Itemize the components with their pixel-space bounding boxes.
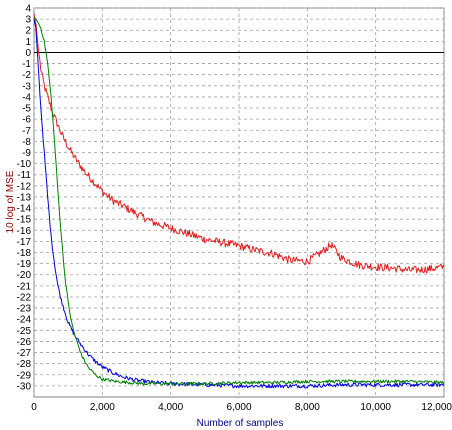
x-tick-label: 8,000 — [295, 402, 320, 413]
y-tick-label: -9 — [22, 148, 31, 159]
y-tick-label: -2 — [22, 70, 31, 81]
y-tick-label: -3 — [22, 81, 31, 92]
x-tick-label: 12,000 — [421, 402, 452, 413]
series-line-1 — [33, 13, 445, 274]
y-tick-label: -22 — [17, 292, 32, 303]
series-line-2 — [33, 19, 445, 389]
y-tick-label: -11 — [17, 170, 31, 181]
y-tick-label: -6 — [22, 115, 31, 126]
grid — [33, 7, 445, 397]
y-tick-label: 1 — [25, 37, 31, 48]
x-tick-label: 10,000 — [360, 402, 391, 413]
y-tick-label: 4 — [25, 4, 31, 15]
y-tick-label: -18 — [17, 248, 32, 259]
x-tick-label: 6,000 — [226, 402, 251, 413]
y-tick-labels: 43210-1-2-3-4-5-6-7-8-9-10-11-12-13-14-1… — [17, 4, 32, 393]
y-tick-label: 3 — [25, 15, 31, 26]
series-layer — [33, 13, 445, 389]
y-tick-label: -7 — [22, 126, 31, 137]
y-tick-label: -13 — [17, 192, 32, 203]
y-tick-label: -8 — [22, 137, 31, 148]
y-tick-label: -21 — [17, 281, 32, 292]
y-tick-label: -20 — [17, 270, 32, 281]
y-tick-label: -23 — [17, 304, 32, 315]
x-tick-label: 2,000 — [90, 402, 115, 413]
series-line-3 — [33, 16, 445, 386]
x-axis-title: Number of samples — [197, 418, 284, 429]
y-tick-label: 0 — [25, 48, 31, 59]
y-tick-label: -30 — [17, 381, 32, 392]
y-tick-label: -1 — [22, 59, 31, 70]
y-tick-label: -26 — [17, 337, 32, 348]
y-tick-label: -17 — [17, 237, 32, 248]
x-tick-label: 0 — [31, 402, 37, 413]
y-axis-title: 10 log of MSE — [5, 170, 16, 233]
x-tick-labels: 0 2,000 4,000 6,000 8,000 10,000 12,000 — [31, 402, 452, 413]
x-tick-label: 4,000 — [158, 402, 183, 413]
y-tick-label: -10 — [17, 159, 32, 170]
y-tick-label: -15 — [17, 215, 32, 226]
y-tick-label: -28 — [17, 359, 32, 370]
y-tick-label: -12 — [17, 181, 32, 192]
y-tick-label: -24 — [17, 315, 32, 326]
y-tick-label: -5 — [22, 104, 31, 115]
y-tick-label: -4 — [22, 92, 31, 103]
y-tick-label: -25 — [17, 326, 32, 337]
y-tick-label: -29 — [17, 370, 32, 381]
y-tick-label: -19 — [17, 259, 32, 270]
y-tick-label: -16 — [17, 226, 32, 237]
y-tick-label: 2 — [25, 26, 31, 37]
y-tick-label: -27 — [17, 348, 32, 359]
y-tick-label: -14 — [17, 204, 32, 215]
